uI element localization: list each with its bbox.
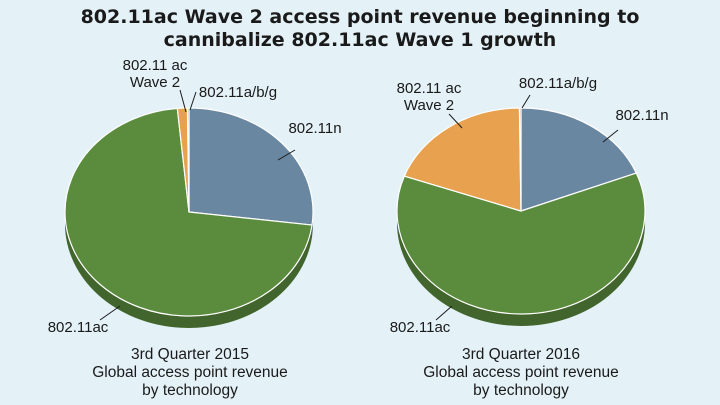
slice-label-802-11n: 802.11n: [288, 120, 341, 137]
caption-2015-line-1: 3rd Quarter 2015: [130, 346, 250, 363]
slice-label-802-11ac: 802.11ac: [390, 319, 451, 336]
chart-title-line-1: 802.11ac Wave 2 access point revenue beg…: [80, 6, 640, 28]
chart-title: 802.11ac Wave 2 access point revenue beg…: [0, 6, 720, 52]
slice-label-802-11a-b-g: 802.11a/b/g: [519, 75, 597, 92]
slice-label-line: Wave 2: [404, 97, 454, 114]
pie-slice-802-11ac: [396, 172, 646, 315]
leader-line-802-11a-b-g: [189, 91, 197, 111]
slice-label-line: Wave 2: [130, 74, 180, 91]
pie-slice-802-11n: [520, 107, 638, 212]
slice-label-line: 802.11 ac: [123, 57, 188, 74]
pie-slice-802-11n: [188, 107, 314, 226]
caption-2015-line-2: Global access point revenue: [92, 364, 288, 381]
pie-slice-802-11ac: [64, 107, 313, 317]
leader-line-802-11-ac-wave-2: [448, 113, 463, 129]
caption-2016-line-1: 3rd Quarter 2016: [461, 346, 581, 363]
caption-2016-line-3: by technology: [473, 382, 569, 399]
slice-label-802-11n: 802.11n: [615, 107, 668, 124]
slice-label-802-11a-b-g: 802.11a/b/g: [199, 84, 277, 101]
slice-label-802-11ac: 802.11ac: [48, 319, 109, 336]
leader-line-802-11-ac-wave-2: [179, 89, 187, 113]
chart-title-line-2: cannibalize 802.11ac Wave 1 growth: [163, 29, 557, 51]
caption-2016-line-2: Global access point revenue: [423, 364, 619, 381]
slice-label-line: 802.11 ac: [397, 80, 462, 97]
leader-line-802-11n: [602, 129, 619, 143]
leader-line-802-11ac: [435, 305, 453, 321]
leader-line-802-11a-b-g: [521, 94, 531, 109]
slice-label-802-11-ac-wave-2: 802.11 ac Wave 2: [123, 57, 188, 91]
pie-slice-802-11-ac-wave-2: [403, 107, 522, 212]
caption-2016: 3rd Quarter 2016 Global access point rev…: [371, 346, 671, 400]
pie-slice-802-11a-b-g: [518, 107, 522, 212]
leader-line-802-11n: [277, 149, 296, 161]
caption-2015: 3rd Quarter 2015 Global access point rev…: [40, 346, 340, 400]
caption-2015-line-3: by technology: [142, 382, 238, 399]
pie-chart-1: 802.11n 802.11ac 802.11 ac Wave 2 802.11a/b/…: [48, 57, 342, 336]
slice-label-802-11-ac-wave-2: 802.11 ac Wave 2: [397, 80, 462, 114]
pie-slice-802-11a-b-g: [186, 107, 190, 213]
pie-chart-2: 802.11n 802.11ac 802.11 ac Wave 2 802.11a/b/…: [390, 75, 669, 336]
leader-line-802-11ac: [99, 305, 121, 321]
